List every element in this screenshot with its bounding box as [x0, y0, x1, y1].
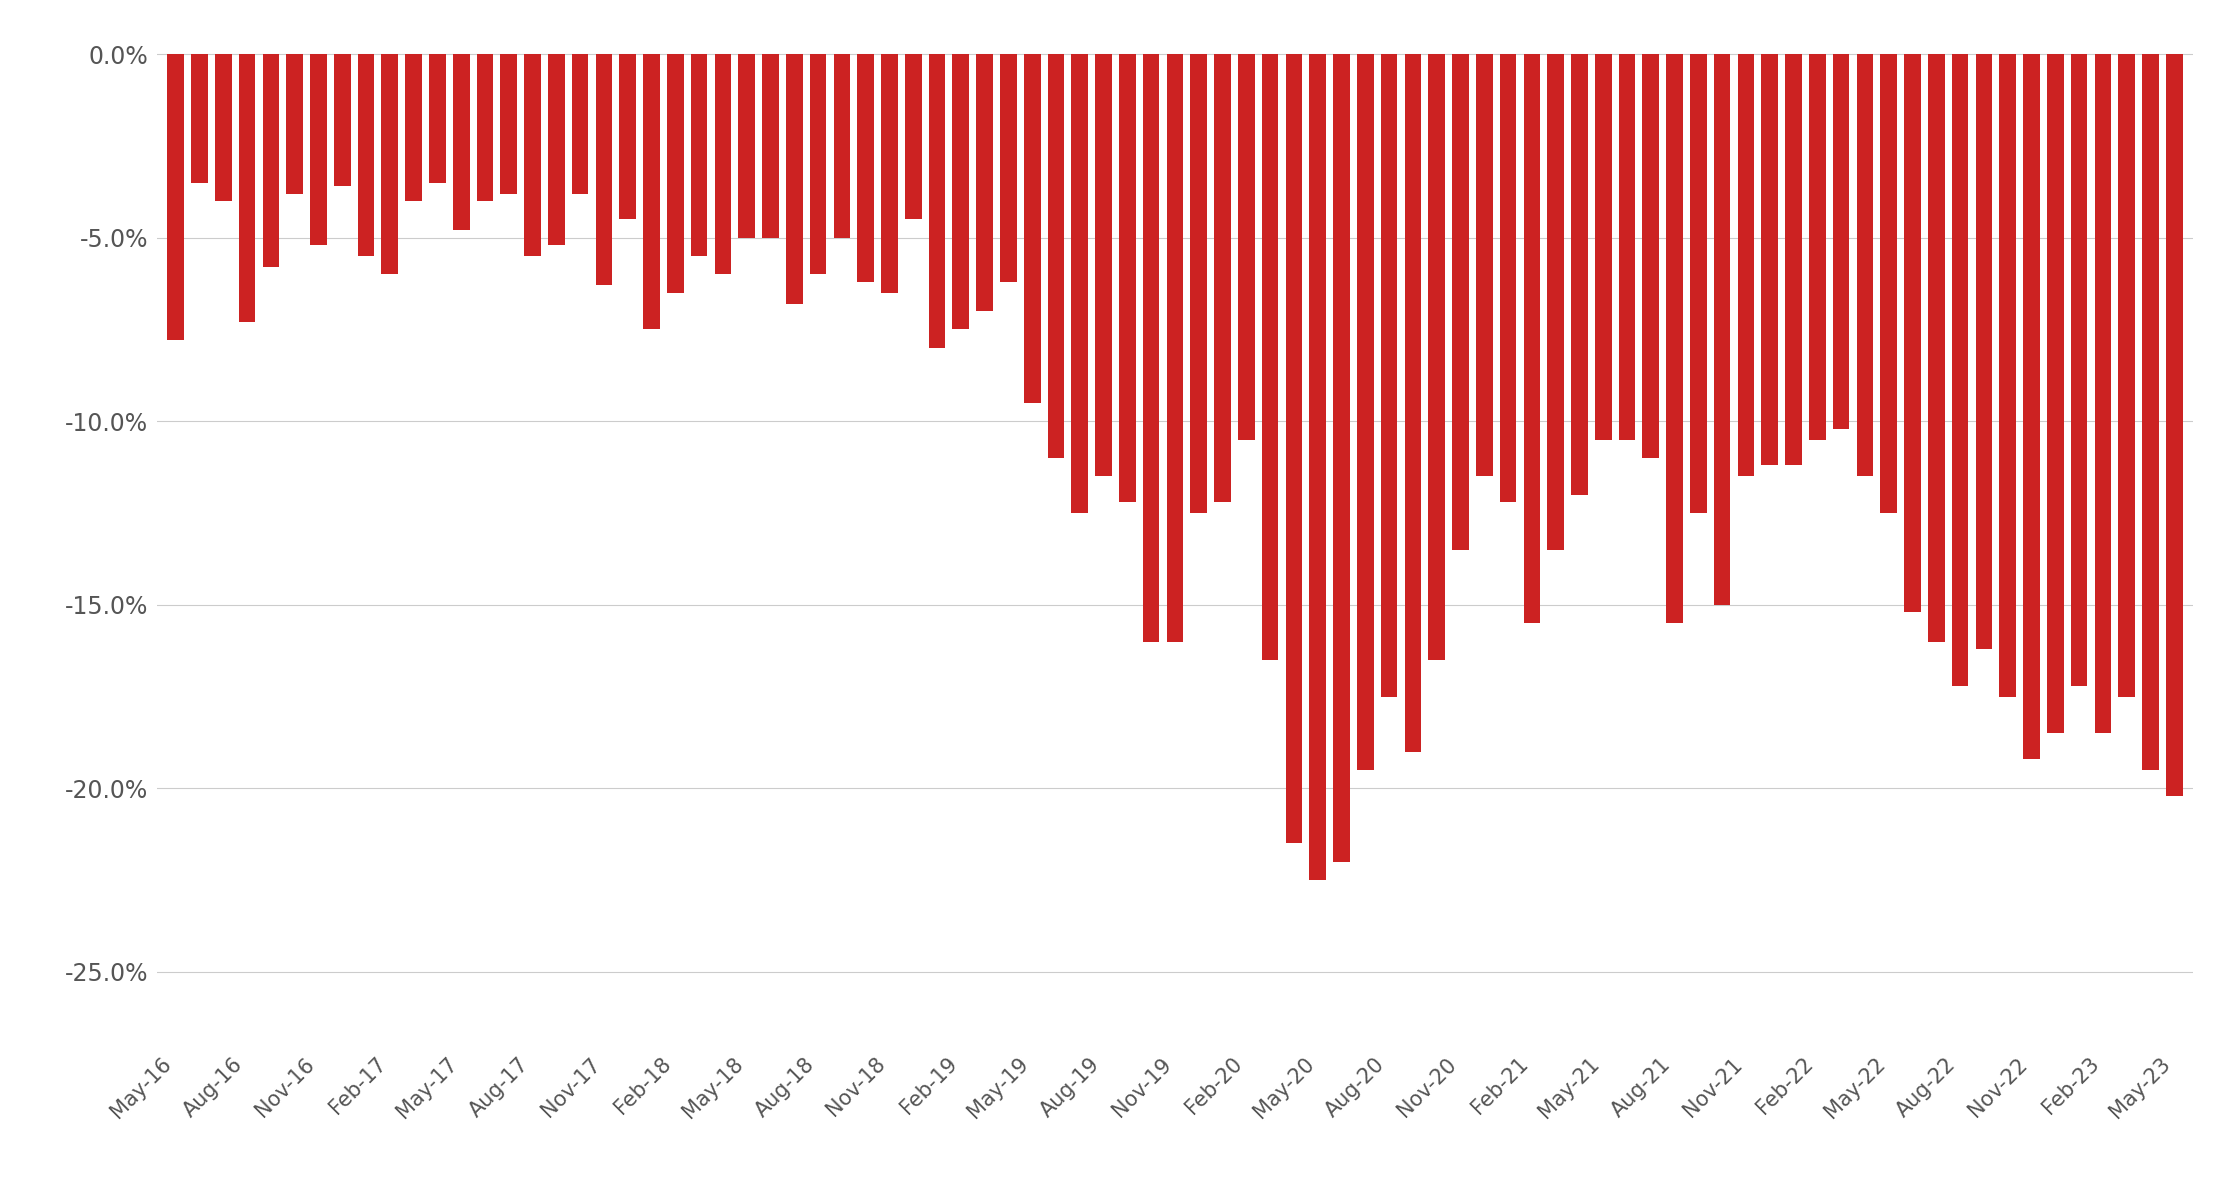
Bar: [239, 53, 255, 322]
Bar: [1191, 53, 1206, 513]
Bar: [190, 53, 208, 183]
Bar: [262, 53, 280, 267]
Bar: [929, 53, 944, 348]
Bar: [1238, 53, 1256, 440]
Bar: [1356, 53, 1374, 770]
Bar: [311, 53, 327, 245]
Bar: [430, 53, 445, 183]
Bar: [2023, 53, 2039, 759]
Bar: [1690, 53, 1708, 513]
Bar: [667, 53, 683, 292]
Bar: [595, 53, 613, 285]
Bar: [1000, 53, 1016, 282]
Bar: [1047, 53, 1065, 457]
Bar: [1880, 53, 1898, 513]
Bar: [1285, 53, 1303, 843]
Bar: [2048, 53, 2063, 733]
Bar: [1119, 53, 1135, 503]
Bar: [405, 53, 423, 201]
Bar: [358, 53, 374, 255]
Bar: [953, 53, 969, 329]
Bar: [1596, 53, 1611, 440]
Bar: [380, 53, 398, 274]
Bar: [1166, 53, 1184, 642]
Bar: [1786, 53, 1802, 466]
Bar: [1976, 53, 1992, 649]
Bar: [168, 53, 184, 341]
Bar: [1499, 53, 1517, 503]
Bar: [1714, 53, 1730, 605]
Bar: [714, 53, 732, 274]
Bar: [1215, 53, 1231, 503]
Bar: [286, 53, 302, 194]
Bar: [1309, 53, 1327, 880]
Bar: [333, 53, 351, 187]
Bar: [1618, 53, 1636, 440]
Bar: [548, 53, 564, 245]
Bar: [2095, 53, 2110, 733]
Bar: [2070, 53, 2088, 685]
Bar: [1952, 53, 1969, 685]
Bar: [620, 53, 636, 220]
Bar: [857, 53, 875, 282]
Bar: [501, 53, 517, 194]
Bar: [1023, 53, 1041, 403]
Bar: [833, 53, 850, 238]
Bar: [1737, 53, 1755, 476]
Bar: [2166, 53, 2182, 796]
Bar: [2119, 53, 2135, 696]
Bar: [976, 53, 994, 311]
Bar: [1905, 53, 1920, 612]
Bar: [1094, 53, 1112, 476]
Bar: [1761, 53, 1777, 466]
Bar: [1927, 53, 1945, 642]
Bar: [1858, 53, 1873, 476]
Bar: [1571, 53, 1587, 494]
Bar: [1808, 53, 1826, 440]
Bar: [452, 53, 470, 230]
Bar: [1144, 53, 1159, 642]
Bar: [904, 53, 922, 220]
Bar: [1428, 53, 1446, 659]
Bar: [477, 53, 492, 201]
Bar: [810, 53, 826, 274]
Bar: [215, 53, 231, 201]
Bar: [1833, 53, 1849, 429]
Bar: [1072, 53, 1088, 513]
Bar: [1475, 53, 1493, 476]
Bar: [1452, 53, 1468, 550]
Bar: [1643, 53, 1658, 457]
Bar: [1262, 53, 1278, 659]
Bar: [786, 53, 803, 304]
Bar: [1667, 53, 1683, 624]
Bar: [739, 53, 754, 238]
Bar: [1381, 53, 1397, 696]
Bar: [524, 53, 542, 255]
Bar: [882, 53, 897, 292]
Bar: [642, 53, 660, 329]
Bar: [692, 53, 707, 255]
Bar: [763, 53, 779, 238]
Bar: [573, 53, 589, 194]
Bar: [2142, 53, 2160, 770]
Bar: [1334, 53, 1350, 861]
Bar: [1999, 53, 2016, 696]
Bar: [1405, 53, 1421, 752]
Bar: [1524, 53, 1540, 624]
Bar: [1546, 53, 1564, 550]
